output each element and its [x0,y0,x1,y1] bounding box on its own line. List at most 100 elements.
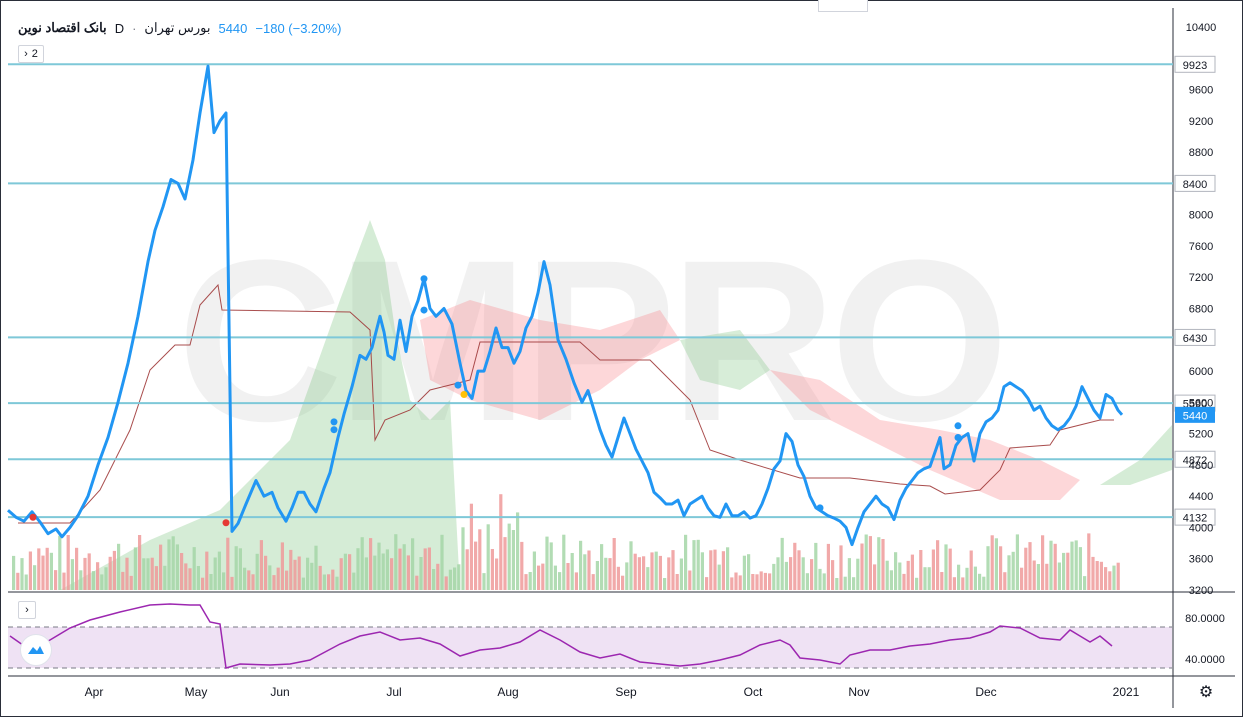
price-axis-tick-label: 5600 [1189,397,1213,409]
volume-bar [667,557,671,590]
volume-bar [835,578,839,590]
volume-bar [797,550,801,590]
volume-bar [1032,560,1036,590]
watermark-text: CMPRO [177,212,1003,469]
volume-bar [574,572,578,590]
volume-bar [1049,540,1053,590]
volume-bar [889,570,893,590]
symbol-title[interactable]: بانک اقتصاد نوین [18,20,107,35]
volume-bar [486,524,490,590]
volume-bar [289,549,293,590]
volume-bar [923,567,927,590]
level-label-box [1174,450,1216,468]
volume-bar [1041,535,1045,590]
volume-bar [784,561,788,590]
volume-bar [490,549,494,590]
volume-bar [969,550,973,590]
main-pane-toggle-button[interactable]: › 2 [18,45,44,63]
volume-bar [33,565,37,590]
volume-bar [600,544,604,590]
time-axis-label: Apr [85,685,104,699]
volume-bar [251,574,255,590]
volume-bar [62,572,66,590]
volume-bar [360,537,364,590]
volume-bar [1024,547,1028,590]
volume-bar [343,553,347,590]
volume-bar [604,557,608,590]
volume-bar [751,574,755,590]
volume-bar [671,550,675,590]
volume-bar [948,548,952,590]
volume-bar [285,570,289,590]
price-axis-tick-label: 4400 [1189,491,1213,503]
volume-bar [70,559,74,590]
volume-bar [637,557,641,590]
volume-bar [268,565,272,590]
time-axis-label: Jul [386,685,401,699]
volume-bar [66,535,70,590]
volume-bar [129,575,133,590]
volume-bar [679,558,683,590]
interval-label[interactable]: D [114,20,125,36]
price-axis-tick-label: 7200 [1189,272,1213,284]
volume-bar [54,570,58,590]
time-axis-label: Aug [497,685,518,699]
volume-bar [919,550,923,590]
price-axis-tick-label: 10400 [1186,22,1217,34]
volume-bar [516,512,520,590]
volume-bar [213,557,217,590]
volume-bar [608,558,612,590]
volume-bar [562,534,566,590]
time-axis-label: Oct [744,685,763,699]
volume-bar [100,574,104,590]
volume-bars [12,494,1120,590]
volume-bar [322,574,326,590]
level-label: 6430 [1183,333,1207,345]
volume-bar [646,567,650,590]
time-axis-label: Dec [975,685,996,699]
volume-bar [558,572,562,590]
volume-bar [1095,561,1099,590]
tradingview-logo-icon[interactable] [20,634,52,666]
volume-bar [625,562,629,590]
volume-bar [721,551,725,590]
volume-bar [780,537,784,590]
volume-bar [612,538,616,590]
volume-bar [209,574,213,590]
volume-bar [520,541,524,590]
volume-bar [654,551,658,590]
volume-bar [339,558,343,590]
volume-bar [906,560,910,590]
indicator-pane-toggle-button[interactable]: › [18,601,36,619]
volume-bar [881,539,885,590]
volume-bar [936,540,940,590]
signal-marker-dot [954,422,962,430]
volume-bar [730,577,734,590]
signal-marker-dot [222,519,230,527]
volume-bar [839,545,843,590]
volume-bar [1099,561,1103,590]
volume-bar [41,555,45,590]
last-price-value: 5440 [218,20,248,36]
volume-bar [138,535,142,590]
volume-bar [1104,567,1108,590]
volume-bar [49,552,53,590]
volume-bar [1020,567,1024,590]
volume-bar [243,567,247,590]
volume-bar [348,554,352,590]
time-axis-label: Nov [848,685,869,699]
volume-bar [297,556,301,590]
volume-bar [482,573,486,590]
volume-bar [12,555,16,590]
level-label-box [1174,55,1216,73]
volume-bar [717,564,721,590]
level-label-box [1174,508,1216,526]
top-handle-tab[interactable] [818,0,868,12]
settings-gear-icon[interactable]: ⚙ [1198,684,1214,701]
volume-bar [45,547,49,590]
price-change-value: −180 (−3.20%) [255,20,342,36]
volume-bar [843,576,847,590]
volume-bar [247,570,251,590]
volume-bar [280,542,284,590]
